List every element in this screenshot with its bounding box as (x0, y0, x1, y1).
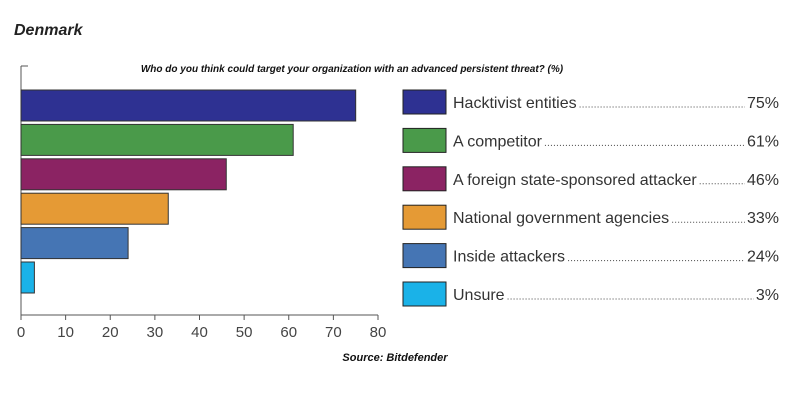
x-tick-label: 40 (191, 324, 208, 341)
legend-label: National government agencies (453, 210, 669, 227)
legend-value: 61% (747, 133, 779, 150)
legend-label: Unsure (453, 287, 505, 304)
legend-swatch (402, 243, 447, 269)
legend-value: 24% (747, 249, 779, 266)
chart-question: Who do you think could target your organ… (140, 64, 564, 75)
legend-swatch (402, 204, 447, 230)
bar (20, 123, 294, 156)
legend-label: Inside attackers (453, 249, 565, 266)
bar (20, 227, 129, 260)
x-tick-label: 10 (57, 324, 74, 341)
x-tick-label: 0 (17, 324, 25, 341)
bar (20, 158, 227, 191)
legend-value: 3% (756, 287, 779, 304)
legend-swatch (402, 166, 447, 192)
chart-legend: Hacktivist entities 75% A competitor 61% A f… (402, 89, 779, 307)
legend-value: 33% (747, 210, 779, 227)
legend-label: A foreign state-sponsored attacker (453, 172, 697, 189)
legend-swatch (402, 127, 447, 153)
legend-item: Hacktivist entities 75% (402, 89, 779, 115)
x-tick-label: 20 (102, 324, 119, 341)
x-tick-label: 70 (325, 324, 342, 341)
chart-bars (20, 89, 357, 294)
legend-label: Hacktivist entities (453, 95, 577, 112)
chart-x-ticks: 0 10 20 30 40 50 60 70 80 (17, 315, 387, 341)
legend-value: 75% (747, 95, 779, 112)
legend-swatch (402, 281, 447, 307)
legend-item: Inside attackers 24% (402, 243, 779, 269)
chart-source: Source: Bitdefender (342, 352, 448, 364)
legend-label: A competitor (453, 133, 543, 150)
bar (20, 192, 169, 225)
legend-swatch (402, 89, 447, 115)
bar (20, 261, 35, 294)
x-tick-label: 80 (370, 324, 387, 341)
x-tick-label: 50 (236, 324, 253, 341)
legend-item: Unsure 3% (402, 281, 779, 307)
legend-item: National government agencies 33% (402, 204, 779, 230)
legend-item: A competitor 61% (402, 127, 779, 153)
x-tick-label: 30 (147, 324, 164, 341)
legend-value: 46% (747, 172, 779, 189)
bar (20, 89, 357, 122)
chart-country-label: Denmark (14, 22, 83, 39)
legend-item: A foreign state-sponsored attacker 46% (402, 166, 779, 192)
x-tick-label: 60 (280, 324, 297, 341)
